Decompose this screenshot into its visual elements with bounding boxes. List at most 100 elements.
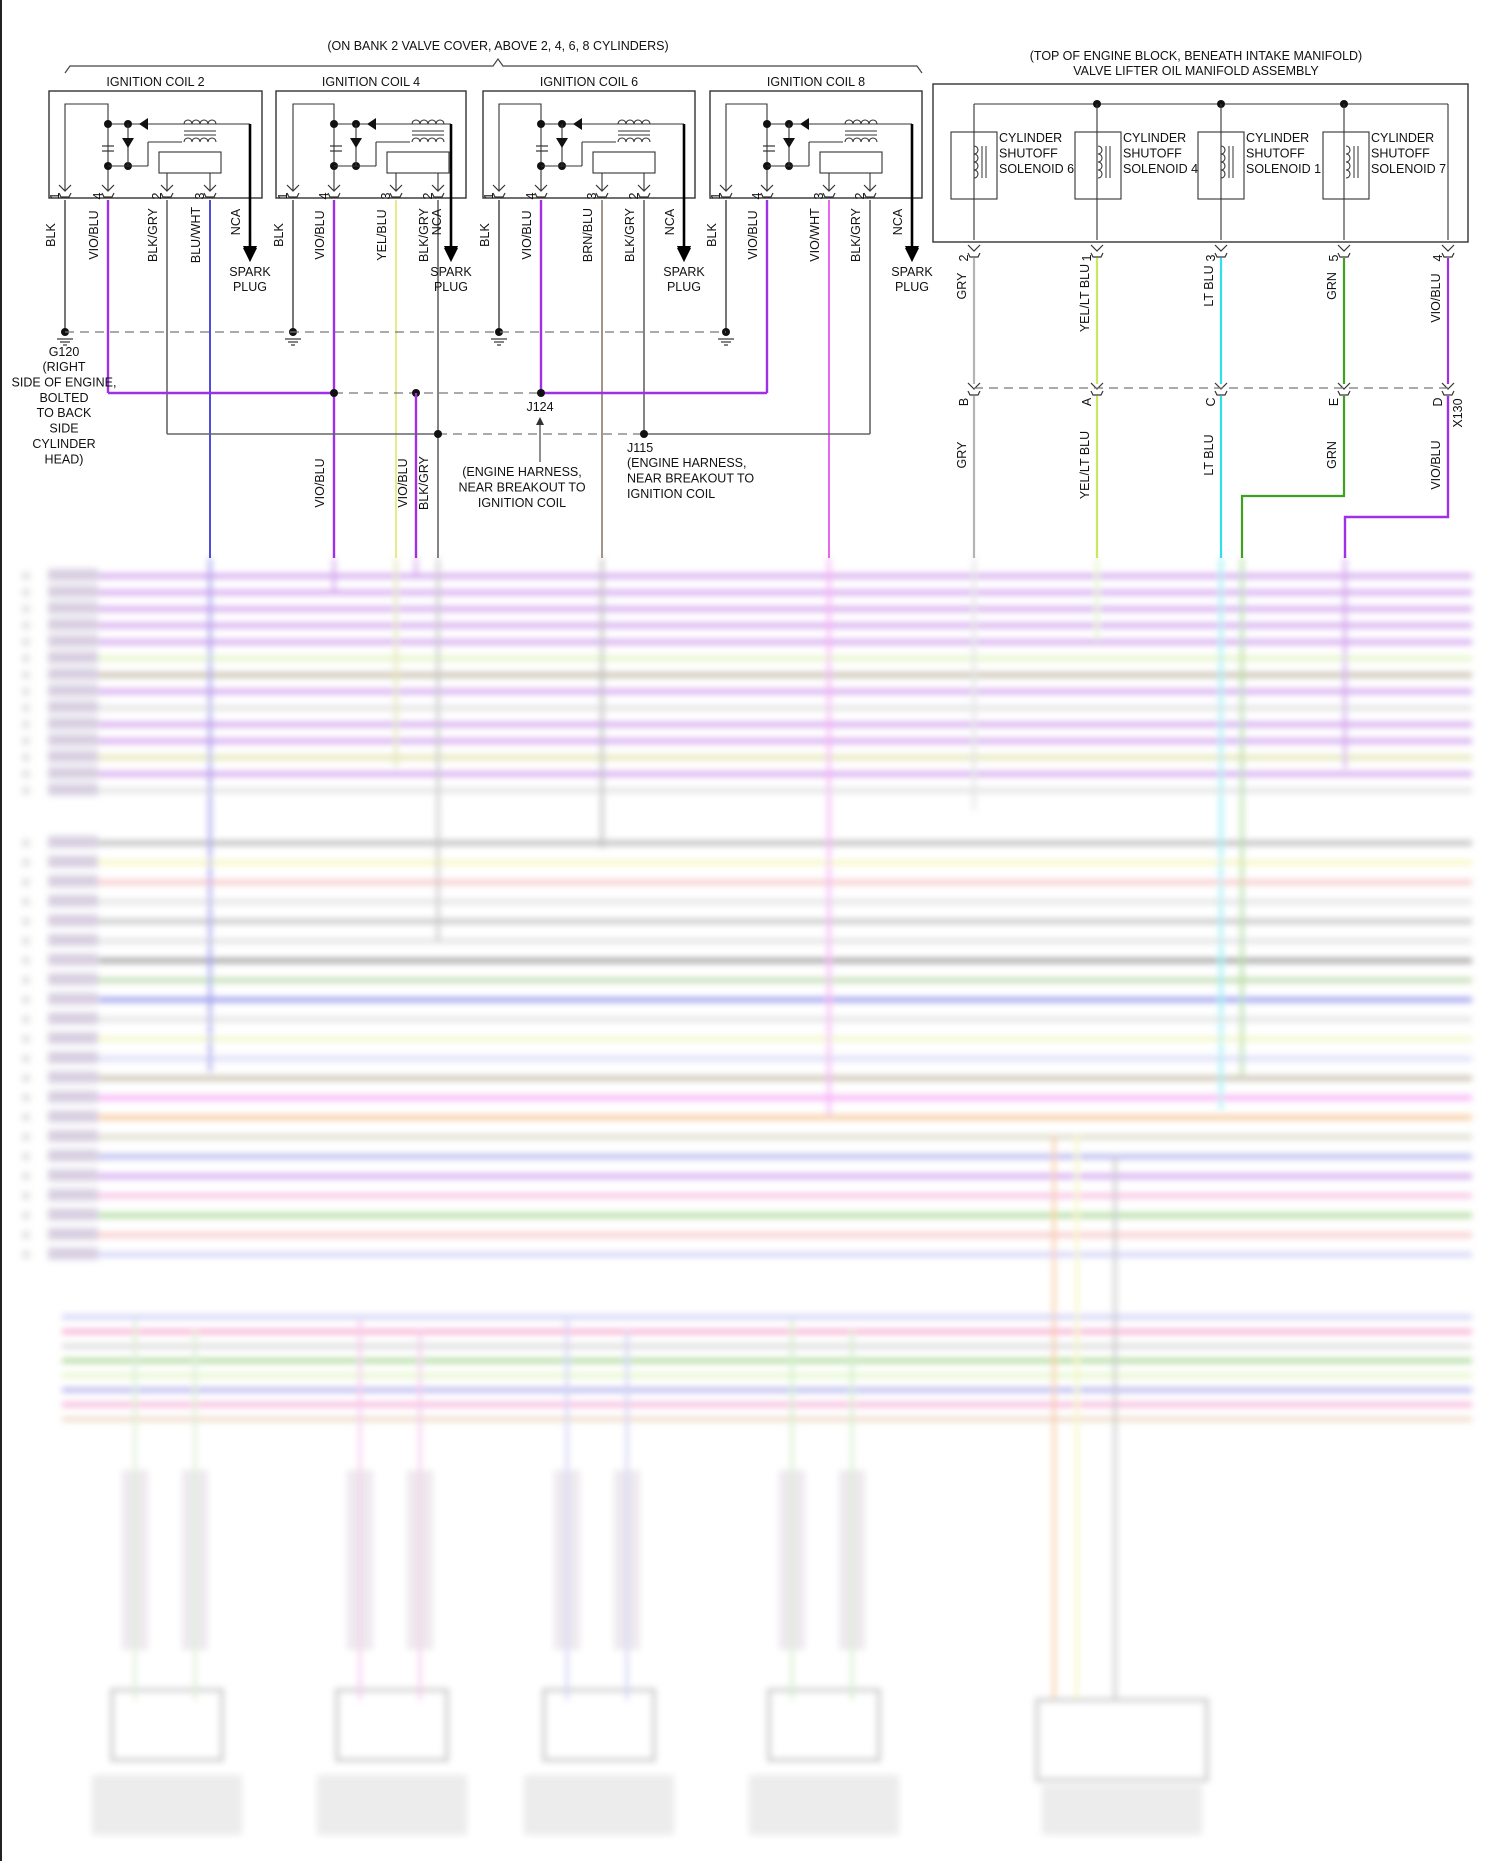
solenoid-coil-icon: [1097, 161, 1103, 171]
ignition-and-solenoid-circuits: (ON BANK 2 VALVE COVER, ABOVE 2, 4, 6, 8…: [12, 39, 1469, 558]
obscured-pin-number: [22, 737, 30, 745]
transformer-icon: [199, 137, 209, 143]
obscured-pin-number: [22, 839, 30, 847]
wire-color-label: GRN: [1325, 272, 1339, 300]
transformer-icon: [199, 119, 209, 125]
wire-color-label: BLK: [272, 223, 286, 247]
spark-plug-label: SPARK: [430, 265, 472, 279]
obscured-label: [48, 1012, 98, 1025]
nca-label: NCA: [663, 208, 677, 235]
spark-plug-label: SPARK: [891, 265, 933, 279]
solenoid-coil-icon: [1345, 161, 1351, 171]
pin-terminal-icon: [160, 192, 174, 198]
pin-terminal-icon: [863, 184, 877, 192]
wire-color-label: YEL/BLU: [375, 209, 389, 260]
transformer-icon: [633, 137, 643, 143]
pin-terminal-icon: [492, 192, 506, 198]
obscured-pin-number: [22, 937, 30, 945]
solenoid-coil-icon: [1220, 161, 1226, 171]
solenoid-coil-icon: [1220, 145, 1226, 155]
manifold-location-note: (TOP OF ENGINE BLOCK, BENEATH INTAKE MAN…: [1030, 49, 1362, 63]
pin-number: 1: [276, 192, 290, 199]
wire-color-label: LT BLU: [1202, 434, 1216, 475]
pin-terminal-icon: [534, 184, 548, 192]
pin-number: 2: [627, 192, 641, 199]
obscured-label: [48, 934, 98, 946]
pin-number: 2: [150, 192, 164, 199]
pin-terminal-icon: [967, 390, 981, 396]
j115-note: NEAR BREAKOUT TO: [627, 472, 754, 486]
spark-plug-arrow-icon: [905, 246, 919, 262]
transformer-icon: [844, 119, 854, 125]
obscured-sensor-label: [749, 1775, 899, 1835]
igniter-module: [592, 151, 656, 174]
obscured-pin-number: [22, 588, 30, 597]
nca-label: NCA: [229, 208, 243, 235]
pin-terminal-icon: [286, 184, 300, 192]
transformer-icon: [852, 137, 862, 143]
obscured-label: [48, 914, 98, 927]
pin-terminal-icon: [1337, 390, 1351, 396]
pin-terminal-icon: [534, 192, 548, 198]
igniter-module: [386, 151, 450, 174]
wire-color-label: BLK/GRY: [146, 207, 160, 262]
wire-color-label: BLK: [705, 223, 719, 247]
obscured-pin-number: [22, 605, 30, 613]
pin-terminal-icon: [203, 184, 217, 192]
obscured-pin-number: [22, 786, 30, 795]
pin-terminal-icon: [1441, 382, 1455, 390]
obscured-pin-number: [22, 1133, 30, 1141]
spark-plug-label: PLUG: [233, 280, 267, 294]
pin-terminal-icon: [1337, 382, 1351, 390]
pin-number: 3: [193, 192, 207, 199]
x130-connector-label: X130: [1451, 398, 1465, 427]
pin-terminal-icon: [1337, 244, 1351, 252]
solenoid-label: CYLINDER: [1123, 131, 1186, 145]
splice-dot: [330, 389, 338, 397]
obscured-label: [48, 1188, 98, 1201]
obscured-pin-number: [22, 1074, 30, 1083]
wire-color-label: BLK: [478, 223, 492, 247]
obscured-pin-number: [22, 917, 30, 926]
transformer-icon: [435, 119, 445, 125]
coil-internal-circuit: [725, 103, 768, 190]
connector-cavity-label: C: [1204, 397, 1218, 406]
solenoid-label: CYLINDER: [999, 131, 1062, 145]
igniter-module: [158, 151, 222, 174]
obscured-sensor-box: [1035, 1698, 1209, 1782]
diode-icon: [139, 118, 148, 130]
wire-color-label: GRN: [1325, 441, 1339, 469]
solenoid-coil-icon: [1097, 145, 1103, 155]
j115-label: J115: [627, 441, 653, 455]
wire-color-label: VIO/BLU: [520, 210, 534, 259]
obscured-pin-number: [22, 1093, 30, 1102]
wire-color-label: VIO/BLU: [1429, 273, 1443, 322]
obscured-label: [48, 1247, 98, 1260]
wire-color-label: VIO/BLU: [396, 458, 410, 507]
pin-number: 4: [750, 192, 764, 199]
obscured-pin-number: [22, 1231, 30, 1239]
obscured-label: [48, 875, 98, 888]
junction-dot: [763, 120, 771, 128]
obscured-label: [48, 1110, 98, 1123]
pin-terminal-icon: [1441, 390, 1455, 396]
solenoid-coil-icon: [1345, 145, 1351, 155]
wire-color-label: BLK/GRY: [417, 207, 431, 262]
wire-color-label: GRY: [955, 272, 969, 300]
obscured-pin-number: [22, 687, 30, 696]
j115-note: IGNITION COIL: [627, 487, 715, 501]
solenoid-coil-icon: [1220, 153, 1226, 163]
splice-dot: [434, 430, 442, 438]
ground-id: G120: [49, 345, 80, 359]
solenoid-box: [1074, 131, 1122, 200]
wire-color-label: YEL/LT BLU: [1078, 431, 1092, 499]
pin-terminal-icon: [1214, 244, 1228, 252]
ground-location-note: HEAD): [45, 452, 84, 466]
obscured-pin-number: [22, 770, 30, 778]
pin-terminal-icon: [101, 192, 115, 198]
splice-j115: [640, 430, 648, 438]
transformer-icon: [207, 137, 217, 143]
obscured-pin-number: [22, 753, 30, 762]
solenoid-box: [1322, 131, 1370, 200]
solenoid-coil-icon: [973, 145, 979, 155]
